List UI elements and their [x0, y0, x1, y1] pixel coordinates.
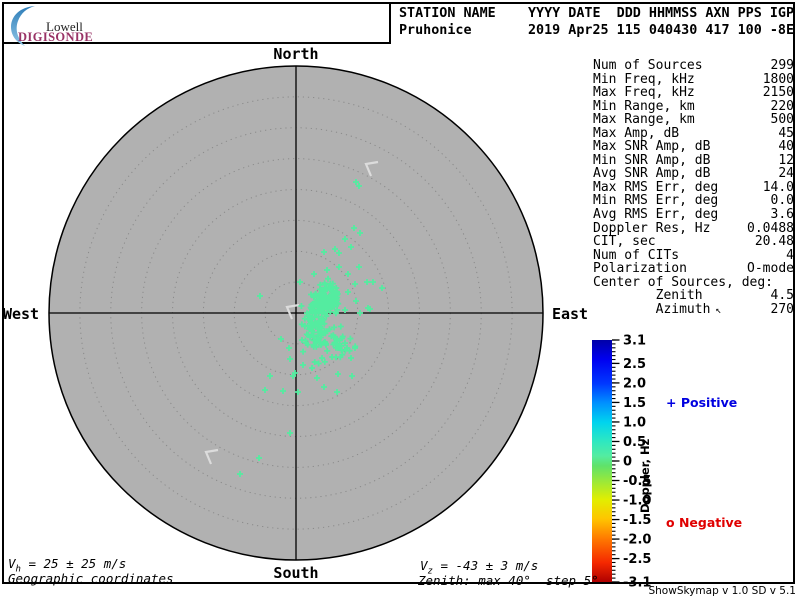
svg-text:-1.0: -1.0 — [623, 494, 651, 509]
compass-label-north: North — [273, 45, 319, 63]
compass-label-west: West — [2, 305, 40, 323]
stats-row: Doppler Res, Hz 0.0488 — [593, 220, 794, 236]
stats-row: Avg SNR Amp, dB 24 — [593, 166, 794, 182]
svg-text:-0.5: -0.5 — [623, 474, 651, 489]
legend-negative: o Negative — [666, 515, 742, 530]
svg-text:2.5: 2.5 — [623, 357, 646, 372]
vertical-velocity-value: Vz = -43 ± 3 m/s — [420, 558, 539, 577]
svg-text:3.1: 3.1 — [623, 334, 646, 349]
software-version: ShowSkymap v 1.0 SD v 5.1 — [648, 585, 796, 597]
stats-row: Num of Sources 299 — [593, 58, 794, 73]
logo-lowell-text: Lowell — [46, 19, 83, 34]
stats-row: Max Freq, kHz 2150 — [593, 85, 794, 101]
svg-text:0.5: 0.5 — [623, 435, 646, 450]
outer-border — [2, 2, 795, 584]
horizontal-velocity-value: Vh = 25 ± 25 m/s — [8, 556, 127, 575]
compass-label-east: East — [551, 305, 589, 323]
plus-marker-icon: + — [666, 395, 677, 410]
svg-text:2.0: 2.0 — [623, 376, 646, 391]
stats-row: CIT, sec 20.48 — [593, 234, 794, 250]
legend-positive: + Positive — [666, 395, 737, 410]
logo-divider-horizontal — [2, 42, 391, 44]
stats-row: Max Range, km 500 — [593, 112, 794, 128]
scatter-points — [237, 179, 385, 477]
stats-row: Min RMS Err, deg 0.0 — [593, 193, 794, 209]
drift-direction-arrow-icon — [285, 303, 300, 320]
svg-text:-2.5: -2.5 — [623, 552, 651, 567]
stats-row: Center of Sources, deg: — [593, 274, 774, 290]
stats-row: Max Amp, dB 45 — [593, 125, 794, 141]
logo-digisonde-text: DIGISONDE — [18, 30, 94, 44]
stats-row: Num of CITs 4 — [593, 247, 794, 263]
zenith-scale-note: Zenith: max 40° step 5° — [418, 573, 599, 588]
stats-row: Zenith 4.5 — [593, 288, 794, 304]
drift-direction-arrow-icon — [204, 448, 219, 465]
doppler-colorbar — [592, 340, 612, 582]
stats-row: Avg RMS Err, deg 3.6 — [593, 207, 794, 223]
stats-row: Polarization O-mode — [593, 261, 794, 277]
stats-row: Min SNR Amp, dB 12 — [593, 152, 794, 168]
drift-direction-arrow-icon — [364, 160, 379, 177]
skymap-plot — [48, 65, 544, 561]
svg-text:-1.5: -1.5 — [623, 513, 651, 528]
svg-text:-2.0: -2.0 — [623, 533, 651, 548]
stats-row: Azimuth ↖ 270 — [593, 301, 794, 317]
coordinate-system-note: Geographic coordinates — [8, 571, 174, 586]
colorbar-axis-label: Doppler, Hz — [638, 438, 652, 513]
stats-row: Min Freq, kHz 1800 — [593, 71, 794, 87]
stats-panel: Num of Sources 299 Min Freq, kHz 1800 Max Fr… — [593, 59, 794, 317]
compass-label-south: South — [273, 564, 319, 582]
header-station-values: Pruhonice 2019 Apr25 115 040430 417 100 … — [399, 23, 795, 38]
svg-text:-3.1: -3.1 — [623, 576, 651, 590]
svg-text:0: 0 — [623, 455, 632, 470]
azimuth-direction-arrow-icon: ↖ — [715, 304, 722, 316]
svg-text:1.5: 1.5 — [623, 396, 646, 411]
colorbar-ticks: 3.1 2.5 2.0 1.5 1.0 0.5 0 -0.5 -1.0 -1.5 -2.0 -2.5 -… — [612, 334, 651, 590]
stats-row: Max RMS Err, deg 14.0 — [593, 179, 794, 195]
logo-divider-vertical — [389, 2, 391, 44]
stats-row: Max SNR Amp, dB 40 — [593, 139, 794, 155]
header-column-names: STATION NAME YYYY DATE DDD HHMMSS AXN PP… — [399, 6, 795, 21]
svg-text:1.0: 1.0 — [623, 415, 646, 430]
stats-row: Min Range, km 220 — [593, 98, 794, 114]
circle-marker-icon: o — [666, 515, 675, 530]
crescent-logo-icon — [11, 6, 35, 46]
legend-positive-label: Positive — [680, 395, 738, 410]
legend-negative-label: Negative — [678, 515, 743, 530]
